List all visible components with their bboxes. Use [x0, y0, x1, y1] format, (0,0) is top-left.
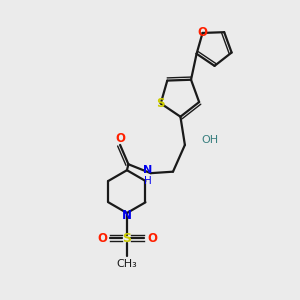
Text: N: N — [143, 165, 152, 175]
Text: H: H — [144, 176, 152, 186]
Text: N: N — [122, 209, 132, 223]
Text: OH: OH — [201, 136, 218, 146]
Text: O: O — [115, 132, 125, 145]
Text: S: S — [122, 232, 131, 245]
Text: O: O — [147, 232, 157, 245]
Text: O: O — [97, 232, 107, 245]
Text: O: O — [198, 26, 208, 39]
Text: S: S — [157, 97, 165, 110]
Text: CH₃: CH₃ — [117, 260, 137, 269]
